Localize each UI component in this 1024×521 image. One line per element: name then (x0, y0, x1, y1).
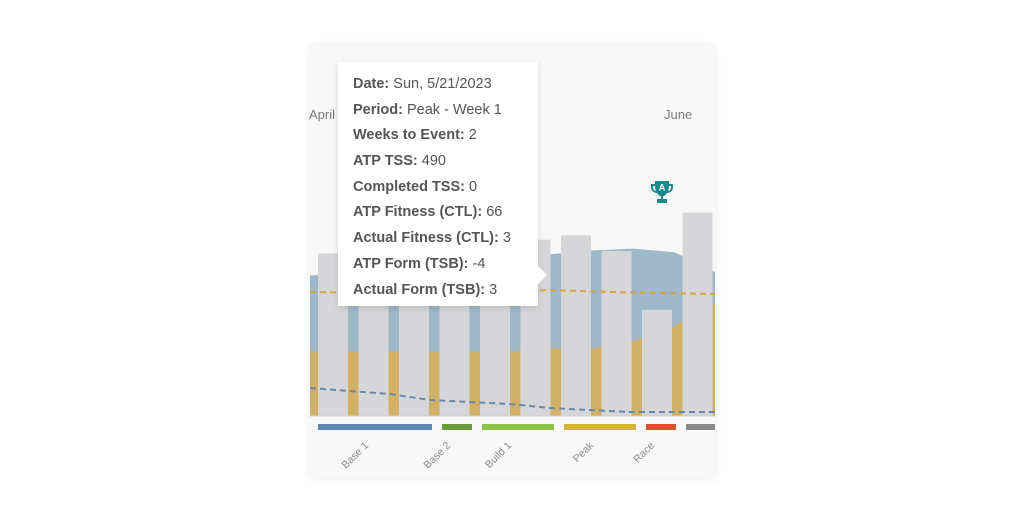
period-label: Peak (571, 439, 597, 465)
event-priority-label: A (659, 183, 666, 193)
tooltip-row-period: Period: Peak - Week 1 (353, 101, 502, 118)
tooltip-row-date: Date: Sun, 5/21/2023 (353, 76, 492, 92)
period-band (442, 424, 472, 430)
period-band (686, 424, 715, 430)
tss-bar (601, 251, 632, 416)
period-band (646, 424, 676, 430)
tooltip-row-atp-tss: ATP TSS: 490 (353, 153, 446, 170)
period-band (318, 424, 432, 430)
tooltip-row-atp-form: ATP Form (TSB): -4 (353, 255, 486, 272)
period-label: Base 1 (340, 440, 372, 472)
period-label: Base 2 (422, 440, 454, 472)
trophy-icon[interactable]: A (648, 178, 676, 206)
tss-bar (561, 235, 591, 416)
month-label-april: April (309, 107, 336, 122)
tooltip-row-atp-fitness: ATP Fitness (CTL): 66 (353, 204, 503, 221)
tss-bar (642, 309, 672, 416)
tooltip-row-weeks-to-event: Weeks to Event: 2 (353, 127, 477, 144)
period-band (564, 424, 636, 430)
period-label: Race (631, 440, 657, 466)
week-tooltip: Date: Sun, 5/21/2023 Period: Peak - Week… (338, 62, 547, 306)
tooltip-row-completed-tss: Completed TSS: 0 (353, 178, 478, 195)
period-band (482, 424, 554, 430)
actual-fitness-line (310, 387, 715, 413)
tss-bar (682, 212, 713, 416)
tooltip-row-actual-fitness: Actual Fitness (CTL): 3 (353, 230, 511, 247)
month-label-june: June (664, 107, 693, 122)
period-label: Build 1 (483, 440, 514, 471)
tooltip-row-actual-form: Actual Form (TSB): 3 (353, 281, 498, 298)
tooltip-pointer (537, 265, 547, 285)
